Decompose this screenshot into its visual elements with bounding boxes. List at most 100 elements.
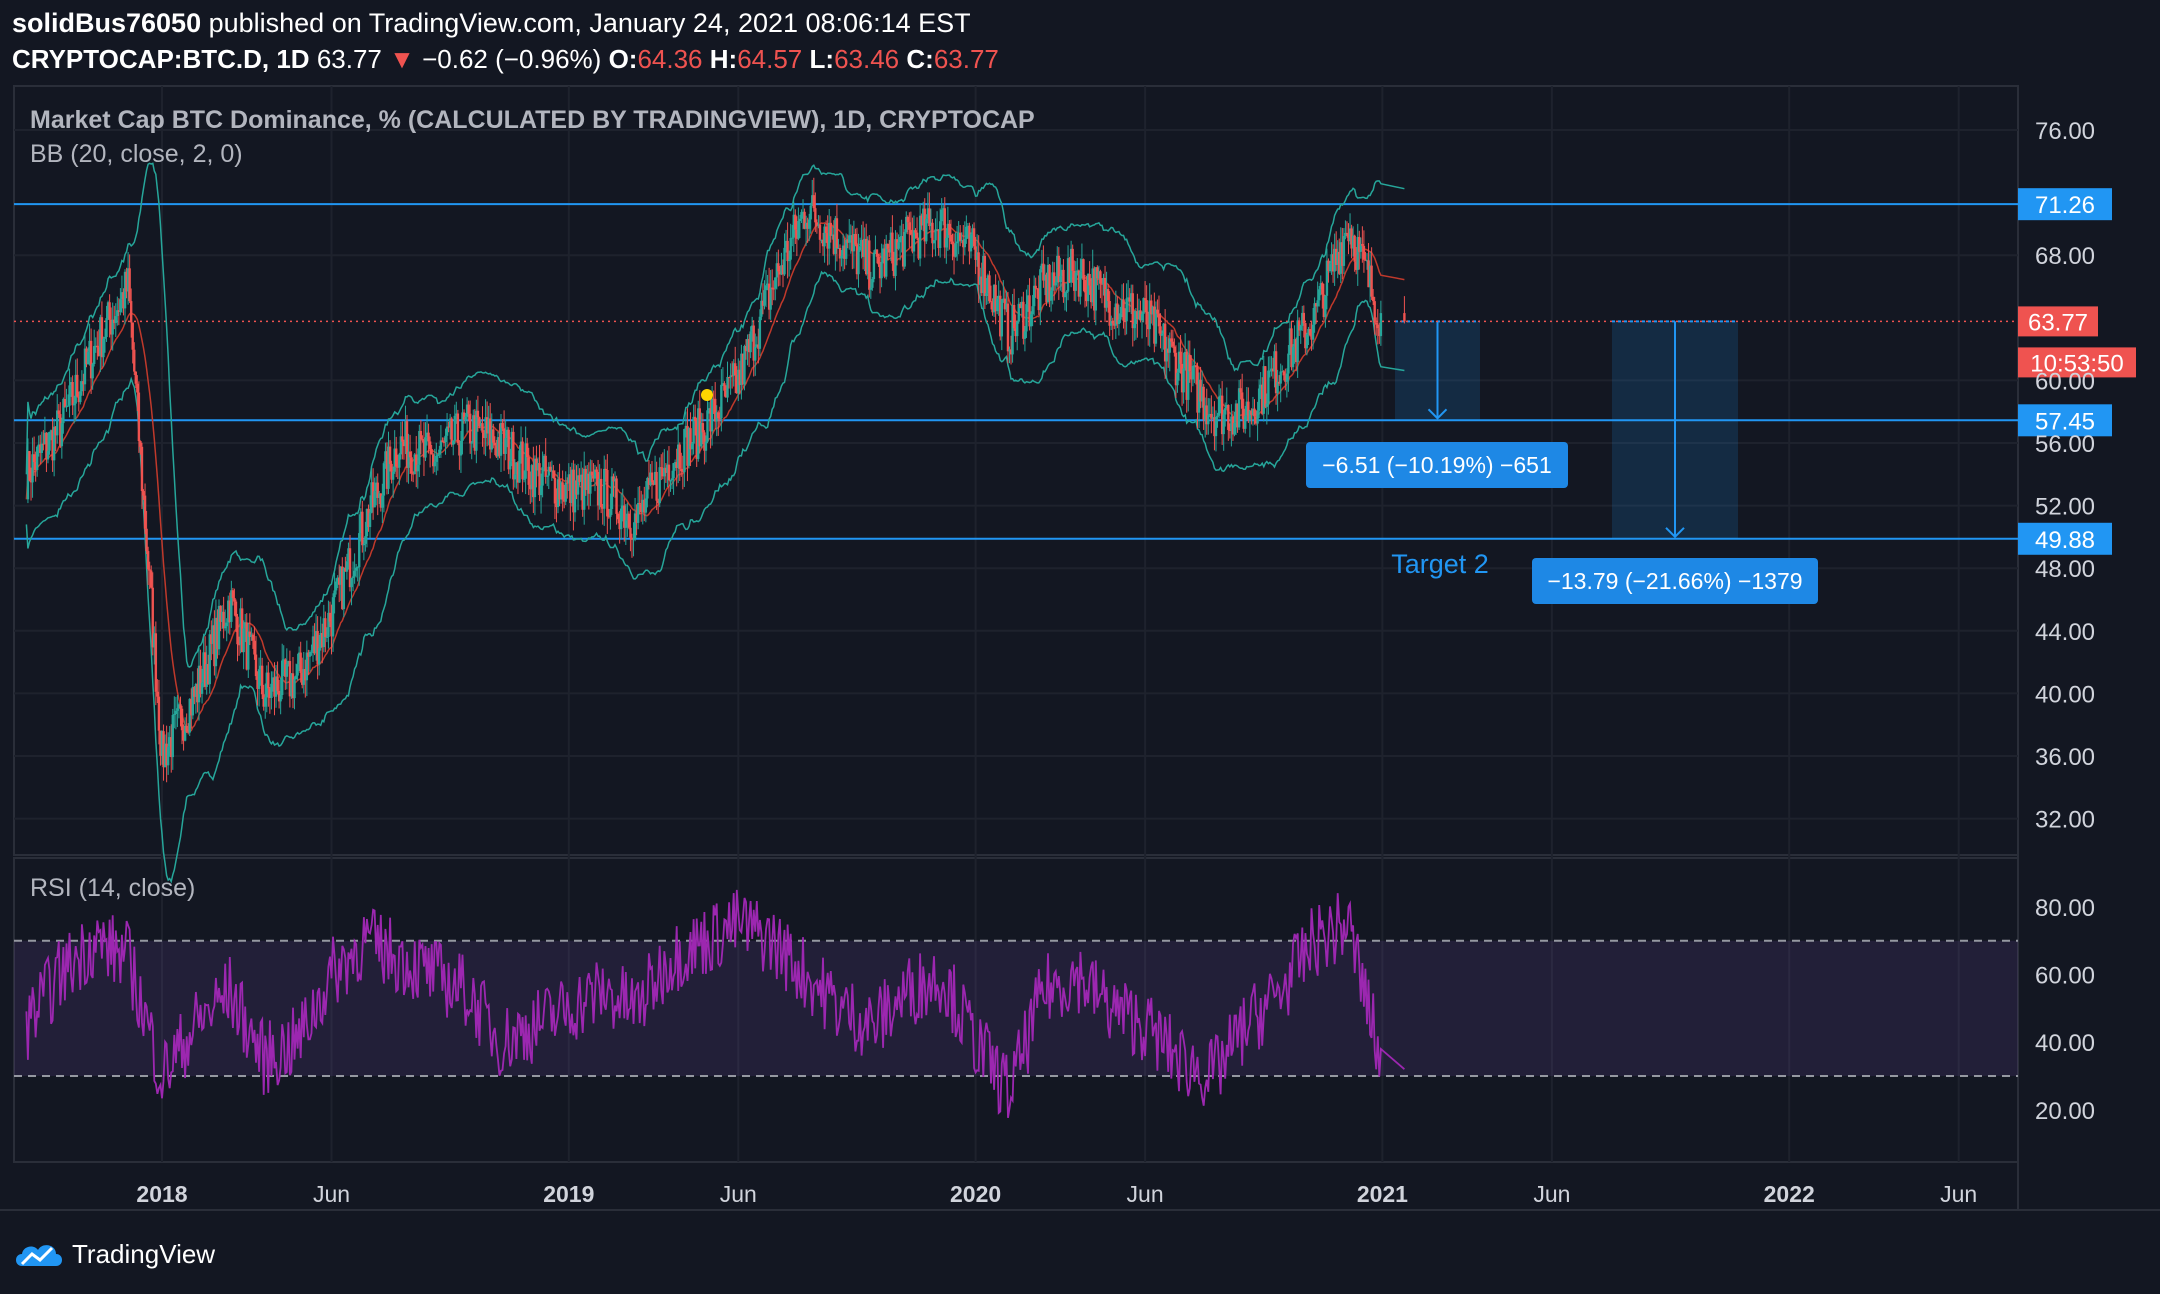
annotations[interactable]: −6.51 (−10.19%) −651 −13.79 (−21.66%) −13… [1306,442,1818,604]
candle-body [707,408,711,411]
candle-body [234,601,238,617]
candle-body [1100,283,1104,285]
candle-body [1284,375,1287,382]
candle-body [148,569,151,571]
candle-body [758,316,762,349]
candle-body [1188,354,1191,372]
candle-body [1106,289,1110,302]
candle-body [1285,373,1289,382]
candle-body [860,239,863,247]
price-tick-label: 56.00 [2035,431,2095,458]
candle-body [395,448,398,467]
candle-body [1293,339,1296,347]
candle-body [325,636,329,638]
candle-body [398,454,401,468]
candle-body [465,404,469,417]
candle-body [225,622,228,627]
candle-body [1187,354,1190,400]
candle-body [925,218,928,242]
candle-body [427,432,430,442]
candle-body [456,413,460,444]
publisher-name[interactable]: solidBus76050 [12,8,202,38]
time-tick-label: Jun [1127,1181,1164,1207]
candle-body [1257,388,1261,411]
candle-body [861,239,865,257]
candle-body [567,474,570,483]
candle-body [1108,301,1111,326]
candle-body [430,449,433,455]
symbol-name[interactable]: CRYPTOCAP:BTC.D, 1D [12,44,310,74]
candle-body [612,476,615,482]
price-series [25,162,1406,884]
candle-body [211,625,215,644]
candle-body [1362,245,1366,260]
candle-body [191,687,195,716]
candle-body [97,347,101,356]
candle-body [624,520,628,528]
candle-body [741,353,745,385]
candle-body [1273,351,1276,372]
candle-body [1228,429,1232,431]
candle-body [717,412,720,419]
candle-body [553,477,557,504]
candle-body [992,284,996,313]
candle-body [834,218,837,254]
candle-body [35,446,39,471]
brand-name: TradingView [72,1238,216,1269]
candle-body [846,239,849,243]
candle-body [401,436,404,442]
candle-body [616,513,620,520]
candle-body [390,463,393,480]
candle-body [37,444,40,447]
time-axis[interactable]: 2018 Jun 2019 Jun 2020 Jun 2021 Jun 2022 Jun [136,1181,1977,1207]
candle-body [738,369,742,385]
bb-legend[interactable]: BB (20, close, 2, 0) [30,140,243,168]
candle-body [855,244,859,275]
candle-body [391,471,395,480]
candle-body [273,677,276,697]
candle-body [1328,263,1332,272]
bb-upper-band [25,162,1405,668]
candle-body [1294,339,1298,363]
candle-body [576,475,580,495]
candle-body [1296,320,1299,363]
candle-body [1207,415,1210,425]
candle-body [894,239,897,276]
candle-body [931,222,934,244]
candle-body [1123,320,1127,322]
time-tick-label: Jun [1940,1181,1977,1207]
candle-body [194,684,198,697]
candle-body [561,482,564,500]
candle-body [769,287,772,310]
candle-body [1002,298,1005,300]
candle-body [1062,269,1065,298]
candle-body [1310,335,1313,340]
tradingview-brand[interactable]: TradingView [12,1238,215,1270]
candle-body [1022,301,1025,339]
chart-title[interactable]: Market Cap BTC Dominance, % (CALCULATED … [30,106,1035,134]
candle-body [230,590,233,622]
horizontal-levels[interactable]: 71.26 63.77 10:53:50 57.45 49.88 [14,188,2136,555]
candle-body [367,508,370,527]
candle-body [475,410,478,451]
rsi-legend[interactable]: RSI (14, close) [30,874,196,902]
candle-body [695,421,698,459]
candle-body [541,467,544,486]
candle-body [117,310,121,312]
candle-body [901,236,905,267]
candle-body [79,391,82,403]
candle-body [521,441,524,480]
measure-label-2-box [1532,558,1818,604]
candle-body [1245,401,1248,416]
time-tick-label: Jun [1533,1181,1570,1207]
candle-body [359,511,362,534]
candle-body [1165,348,1168,362]
candle-body [1151,306,1155,315]
candle-body [94,345,97,347]
price-axis[interactable]: 76.00 68.00 60.00 56.00 52.00 48.00 44.00 40.00… [2035,118,2095,1125]
candle-body [1023,331,1027,339]
candle-body [1125,298,1128,322]
candle-body [31,454,34,483]
candle-body [59,414,62,447]
